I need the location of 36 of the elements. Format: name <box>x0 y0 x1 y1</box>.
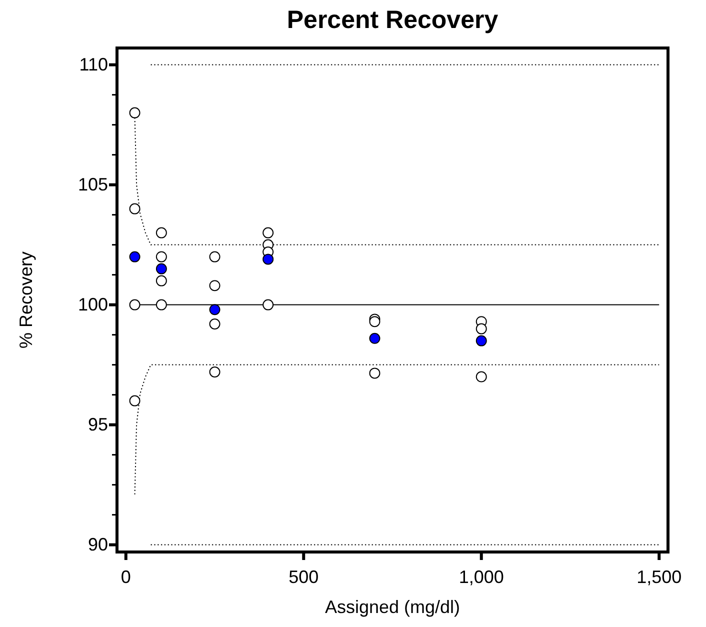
point <box>369 368 380 379</box>
point <box>156 227 167 238</box>
point <box>209 318 220 330</box>
point <box>476 335 487 346</box>
point <box>156 251 167 262</box>
point <box>209 304 220 316</box>
point <box>262 227 274 238</box>
point <box>209 366 220 378</box>
point <box>262 254 274 265</box>
y-tick-label: 105 <box>78 174 108 195</box>
point <box>129 395 140 406</box>
point <box>129 299 140 310</box>
y-tick-label: 95 <box>88 414 108 435</box>
point <box>369 332 380 344</box>
point <box>209 280 220 292</box>
point <box>156 275 167 286</box>
y-axis-title: % Recovery <box>16 251 36 349</box>
chart-title: Percent Recovery <box>286 6 498 34</box>
point <box>369 316 380 328</box>
x-tick-label: 1,500 <box>636 566 682 587</box>
point <box>476 323 487 334</box>
point <box>209 251 220 262</box>
x-tick-label: 1,000 <box>458 566 504 587</box>
point <box>156 299 167 310</box>
point <box>129 251 140 262</box>
x-axis-title: Assigned (mg/dl) <box>324 597 460 617</box>
x-tick-label: 0 <box>120 566 131 587</box>
y-tick-label: 110 <box>79 54 108 75</box>
point <box>129 203 140 214</box>
y-tick-label: 90 <box>88 534 108 555</box>
point <box>262 299 274 310</box>
point <box>129 107 140 118</box>
point <box>156 263 167 274</box>
x-tick-label: 500 <box>288 566 319 587</box>
point <box>476 371 487 382</box>
y-tick-label: 100 <box>78 294 108 315</box>
